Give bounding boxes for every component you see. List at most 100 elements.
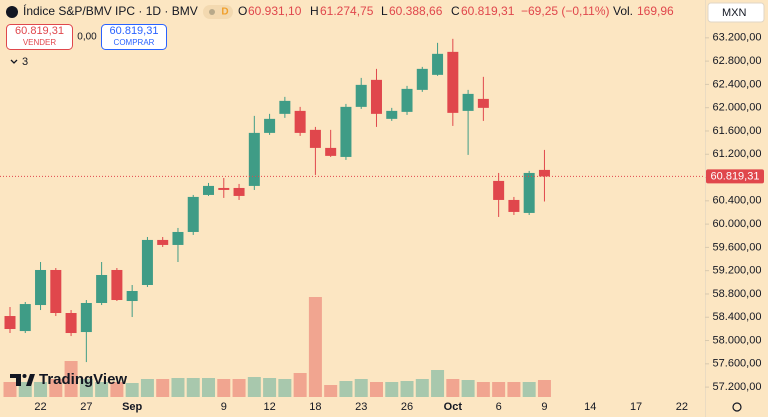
- candle-body: [325, 147, 337, 156]
- volume-bar: [324, 385, 338, 397]
- candle-body: [355, 84, 367, 107]
- volume-bar: [522, 382, 536, 397]
- volume-bar: [400, 381, 414, 397]
- settings-icon[interactable]: [732, 402, 742, 412]
- buy-button[interactable]: [101, 24, 167, 50]
- volume-bar: [217, 379, 231, 397]
- volume-bar: [293, 373, 307, 397]
- ohlc-value: 60.819,31: [461, 4, 515, 18]
- candle-body: [4, 316, 16, 330]
- spread: 0,00: [77, 32, 97, 43]
- volume-bar: [49, 379, 63, 397]
- currency-button[interactable]: [707, 2, 765, 23]
- volume-bar: [202, 378, 216, 397]
- candle-body: [386, 110, 398, 119]
- x-tick-label: 18: [309, 401, 321, 413]
- logo-mark: [26, 374, 35, 386]
- x-tick-label: 6: [496, 401, 502, 413]
- volume-bar: [415, 379, 429, 397]
- candle-body: [279, 100, 291, 114]
- y-tick-label: 60.000,00: [713, 218, 762, 230]
- volume-label: Vol.: [613, 4, 633, 18]
- x-tick-label: 22: [34, 401, 46, 413]
- volume-bar: [125, 383, 139, 397]
- currency: MXN: [722, 7, 747, 19]
- volume-bar: [308, 297, 322, 397]
- candle-body: [35, 269, 47, 306]
- volume-bar: [171, 378, 185, 397]
- volume-bar: [232, 379, 246, 397]
- volume-bar: [446, 379, 460, 397]
- volume-bar: [140, 379, 154, 397]
- candle-body: [50, 269, 62, 314]
- y-tick-label: 59.200,00: [713, 265, 762, 277]
- candle-body: [309, 129, 321, 148]
- x-tick-label: 26: [401, 401, 413, 413]
- y-tick-label: 59.600,00: [713, 241, 762, 253]
- candle-body: [416, 68, 428, 90]
- volume-bar: [339, 381, 353, 397]
- x-tick-label: 12: [263, 401, 275, 413]
- y-tick-label: 62.800,00: [713, 55, 762, 67]
- volume-bar: [186, 378, 200, 397]
- candle-body: [264, 118, 276, 133]
- ohlc-value: 60.388,66: [389, 4, 443, 18]
- indicators-toggle[interactable]: [10, 59, 18, 64]
- volume-bar: [79, 379, 93, 397]
- x-tick-label: Oct: [444, 401, 463, 413]
- candle-body: [172, 231, 184, 245]
- volume-bar: [247, 377, 261, 397]
- status-pill[interactable]: [203, 5, 233, 19]
- x-tick-label: 27: [80, 401, 92, 413]
- volume-bar: [476, 382, 490, 397]
- sell-button[interactable]: [6, 24, 73, 50]
- candle-body: [294, 110, 306, 133]
- volume-bar: [507, 382, 521, 397]
- y-tick-label: 61.200,00: [713, 148, 762, 160]
- x-tick-label: 9: [541, 401, 547, 413]
- volume-bar: [492, 382, 506, 397]
- logo-mark: [10, 374, 21, 386]
- volume-bar: [354, 379, 368, 397]
- candle-body: [80, 302, 92, 333]
- change: −69,25 (−0,11%): [521, 4, 610, 18]
- candle-body: [187, 196, 199, 232]
- y-tick-label: 62.000,00: [713, 102, 762, 114]
- y-tick-label: 58.800,00: [713, 288, 762, 300]
- indicators-count: 3: [22, 56, 28, 68]
- volume-value: 169,96: [637, 4, 674, 18]
- volume-bar: [64, 361, 78, 397]
- volume-bar: [156, 379, 170, 397]
- status-dot: [209, 9, 215, 15]
- logo-text: TradingView: [39, 371, 127, 388]
- y-tick-label: 58.000,00: [713, 334, 762, 346]
- symbol-title[interactable]: Índice S&P/BMV IPC · 1D · BMV: [23, 3, 198, 18]
- status-badge: D: [221, 7, 228, 18]
- x-tick-label: 17: [630, 401, 642, 413]
- ohlc-label: H: [310, 4, 319, 18]
- candle-body: [96, 274, 108, 303]
- candle-body: [447, 51, 459, 113]
- candle-body: [493, 180, 505, 200]
- candle-body: [218, 187, 230, 190]
- buy-price: 60.819,31: [110, 25, 159, 37]
- y-tick-label: 60.400,00: [713, 195, 762, 207]
- volume-bar: [431, 370, 445, 397]
- x-tick-label: 9: [221, 401, 227, 413]
- candle-body: [233, 187, 245, 196]
- ohlc-value: 60.931,10: [248, 4, 302, 18]
- candle-body: [126, 290, 138, 302]
- logo: TradingView: [10, 371, 127, 388]
- candle-body: [65, 313, 77, 334]
- x-tick-label: 14: [584, 401, 596, 413]
- y-tick-label: 62.400,00: [713, 78, 762, 90]
- volume-bar: [263, 378, 277, 397]
- candle-body: [432, 53, 444, 75]
- x-tick-label: 23: [355, 401, 367, 413]
- candle-body: [111, 269, 123, 301]
- y-tick-label: 58.400,00: [713, 311, 762, 323]
- candle-body: [370, 79, 382, 114]
- candle-body: [141, 239, 153, 286]
